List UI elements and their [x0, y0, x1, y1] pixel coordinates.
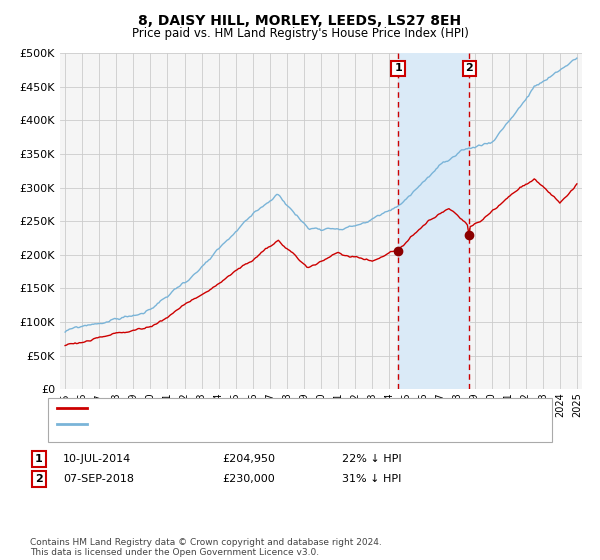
- Text: Price paid vs. HM Land Registry's House Price Index (HPI): Price paid vs. HM Land Registry's House …: [131, 27, 469, 40]
- Text: £204,950: £204,950: [222, 454, 275, 464]
- Bar: [398, 53, 469, 389]
- Text: 2: 2: [466, 63, 473, 73]
- Text: 10-JUL-2014: 10-JUL-2014: [63, 454, 131, 464]
- Text: 31% ↓ HPI: 31% ↓ HPI: [342, 474, 401, 484]
- Text: £230,000: £230,000: [222, 474, 275, 484]
- Text: 8, DAISY HILL, MORLEY, LEEDS, LS27 8EH (detached house): 8, DAISY HILL, MORLEY, LEEDS, LS27 8EH (…: [90, 403, 400, 413]
- Text: 8, DAISY HILL, MORLEY, LEEDS, LS27 8EH: 8, DAISY HILL, MORLEY, LEEDS, LS27 8EH: [139, 14, 461, 28]
- Text: 2: 2: [35, 474, 43, 484]
- Text: HPI: Average price, detached house, Leeds: HPI: Average price, detached house, Leed…: [90, 419, 313, 430]
- Text: 1: 1: [394, 63, 402, 73]
- Text: 22% ↓ HPI: 22% ↓ HPI: [342, 454, 401, 464]
- Text: 07-SEP-2018: 07-SEP-2018: [63, 474, 134, 484]
- Text: Contains HM Land Registry data © Crown copyright and database right 2024.
This d: Contains HM Land Registry data © Crown c…: [30, 538, 382, 557]
- Text: 1: 1: [35, 454, 43, 464]
